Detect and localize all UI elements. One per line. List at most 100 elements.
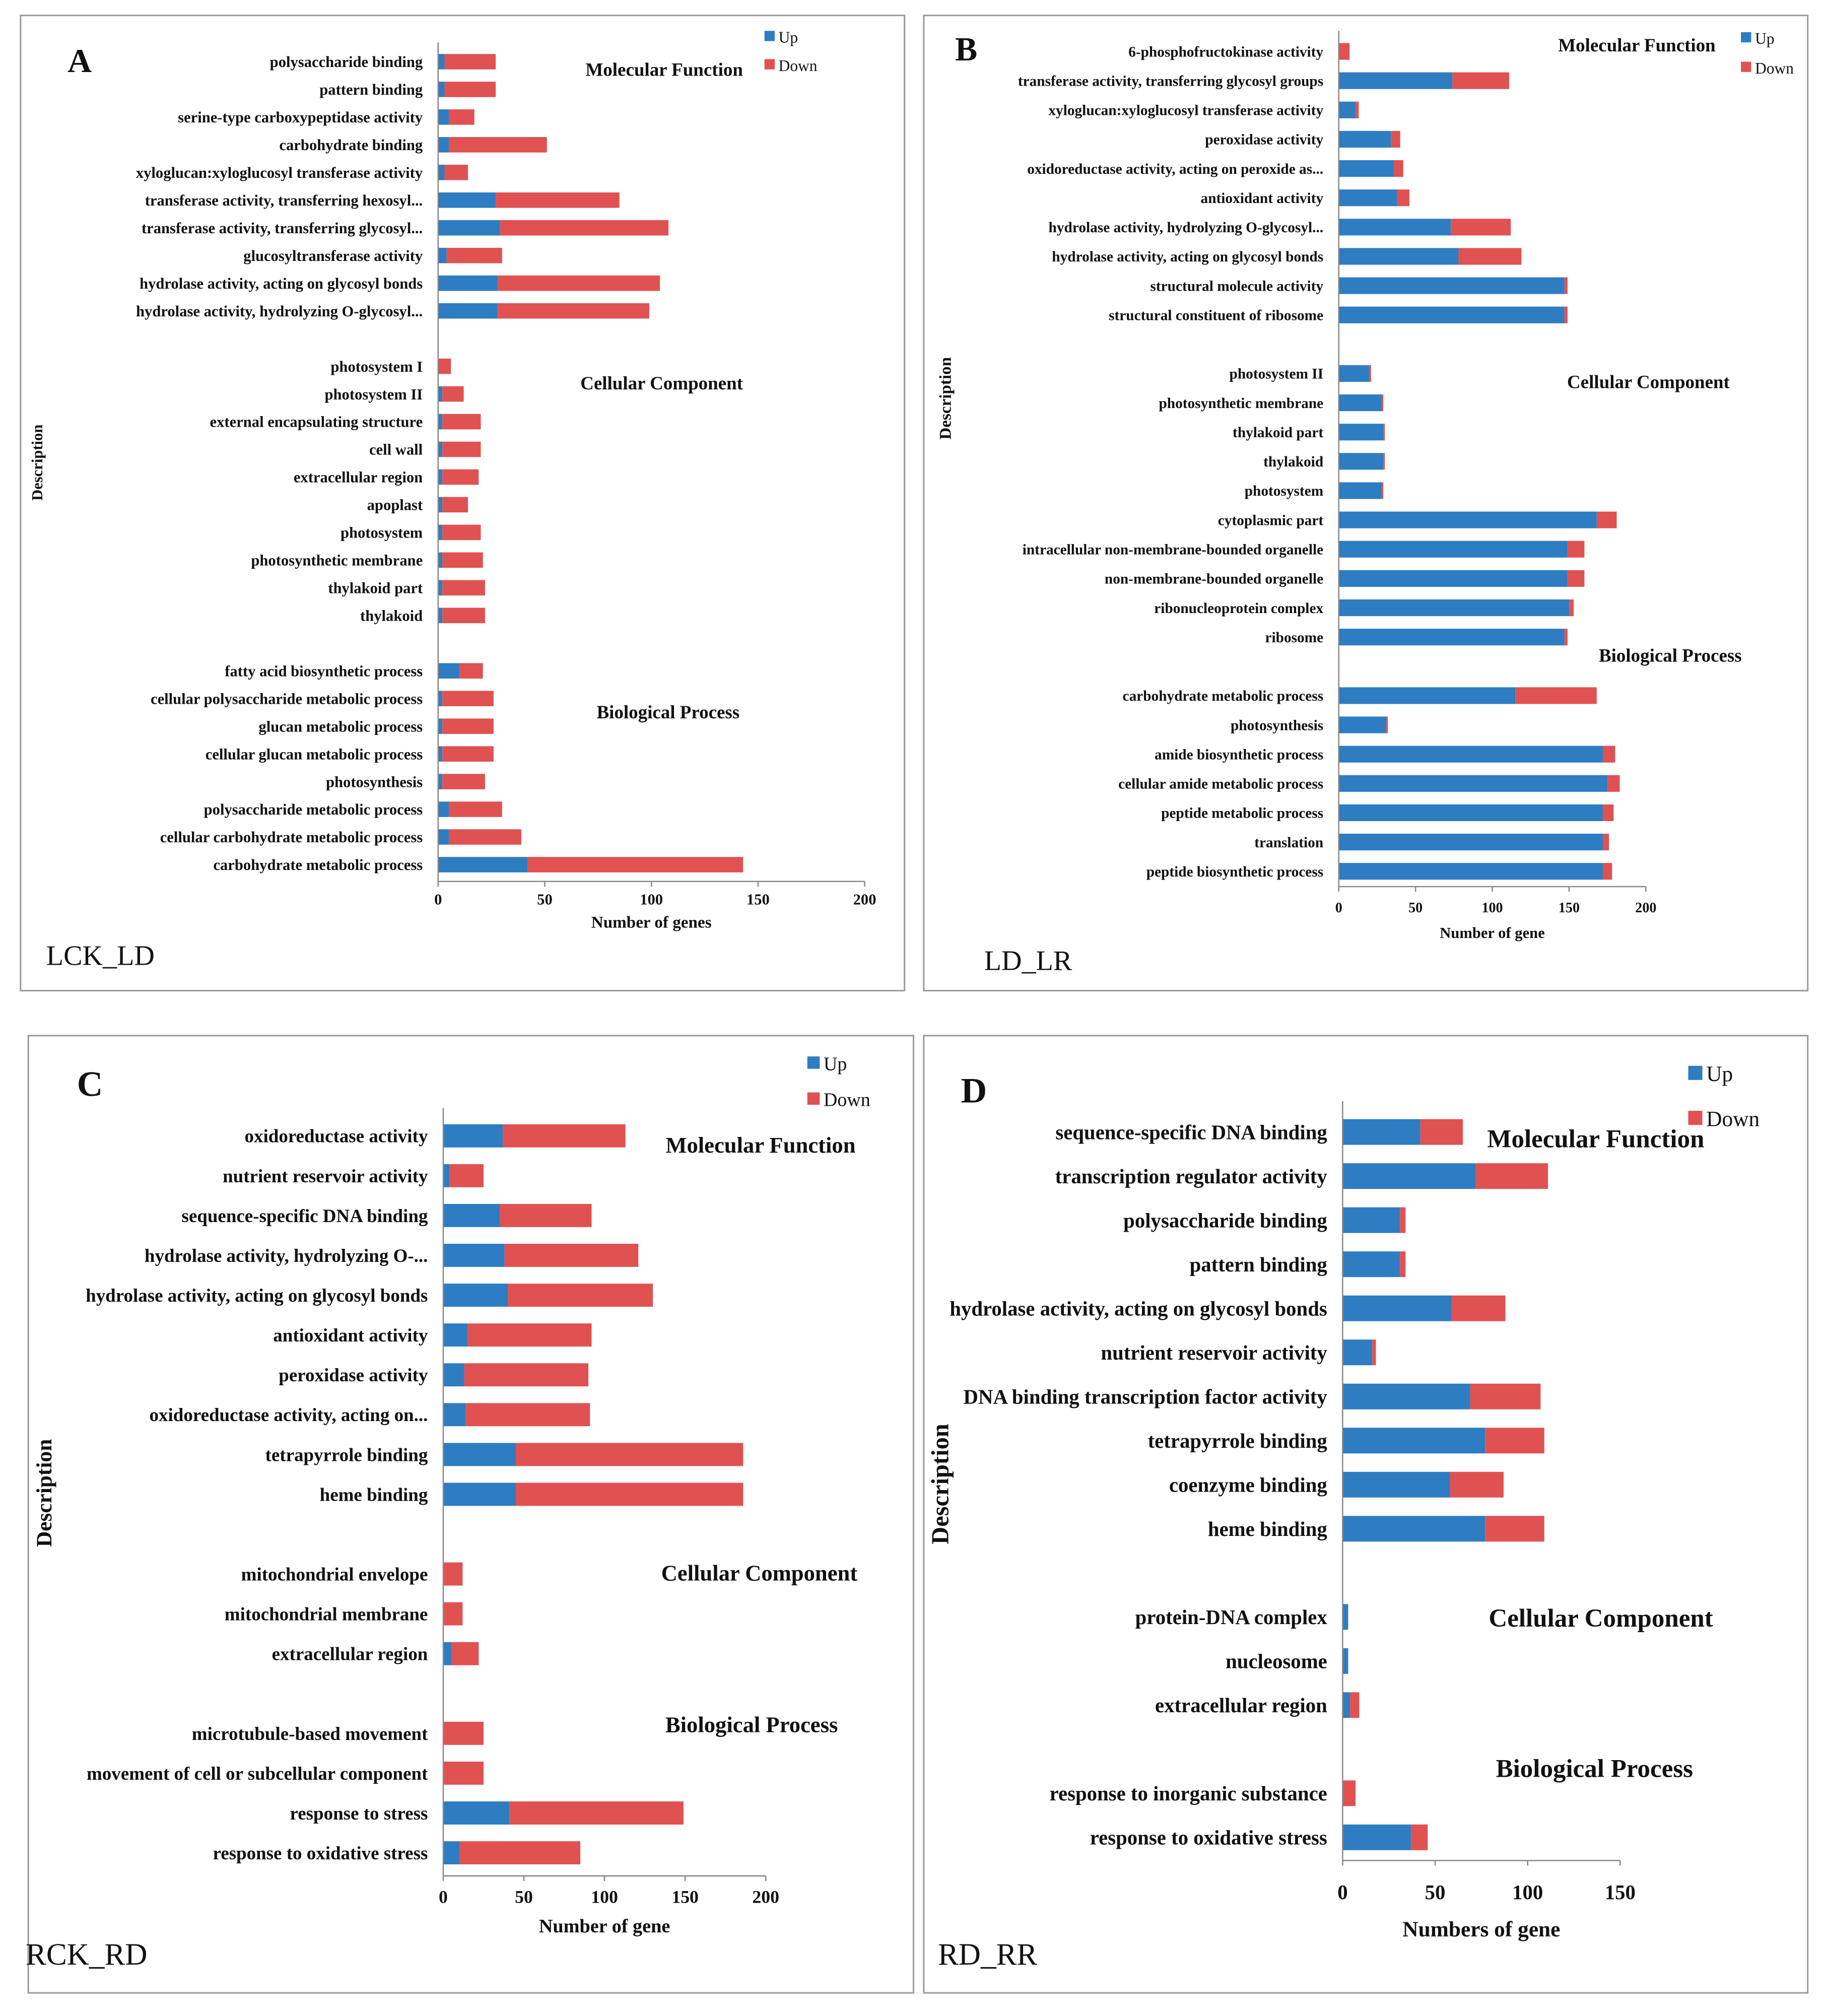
bar-up (1338, 160, 1394, 177)
bar-row: cellular glucan metabolic process (206, 746, 494, 763)
bar-up (1342, 1824, 1411, 1850)
group-title: Cellular Component (1488, 1604, 1713, 1633)
bar-up (438, 303, 498, 319)
bar-down (448, 137, 547, 153)
bar-up (438, 469, 443, 485)
bar-down (1603, 746, 1615, 763)
bar-up (1338, 101, 1356, 118)
bar-up (443, 1801, 510, 1825)
bar-up (443, 1323, 467, 1347)
panel-a: Molecular Function polysaccharide binding… (20, 15, 906, 992)
category-label: oxidoreductase activity (245, 1126, 428, 1147)
bar-down (1452, 1295, 1506, 1321)
panel-frame (923, 15, 1809, 992)
bar-down (527, 857, 743, 872)
x-tick-label: 0 (1337, 1881, 1347, 1904)
category-label: peptide biosynthetic process (1146, 864, 1323, 880)
group-title: Molecular Function (665, 1132, 855, 1158)
bar-down (1567, 570, 1585, 587)
bar-down (516, 1483, 743, 1506)
bar-down (464, 1363, 589, 1387)
group-title: Cellular Component (661, 1560, 858, 1585)
category-label: hydrolase activity, acting on glycosyl b… (140, 275, 423, 292)
bar-down (459, 663, 483, 679)
legend-up-label: Up (1706, 1062, 1733, 1086)
bar-down (442, 774, 485, 789)
category-label: polysaccharide binding (270, 53, 423, 71)
bar-row: oxidoreductase activity (245, 1124, 626, 1148)
category-label: thylakoid part (1233, 425, 1323, 441)
bar-down (443, 1562, 463, 1586)
bar-up (438, 857, 528, 872)
bar-up (443, 1124, 503, 1148)
bar-up (443, 1642, 451, 1665)
panel-frame (27, 1035, 915, 1994)
category-label: oxidoreductase activity, acting on... (150, 1404, 428, 1425)
bar-down (503, 1124, 626, 1148)
group-title: Molecular Function (1487, 1125, 1704, 1154)
bar-down (442, 386, 464, 402)
bar-row: amide biosynthetic process (1155, 746, 1615, 763)
bar-row: protein-DNA complex (1135, 1604, 1348, 1630)
legend-up-swatch (1741, 32, 1751, 43)
category-label: response to oxidative stress (1090, 1827, 1327, 1849)
bar-up (443, 1403, 466, 1427)
legend-down-swatch (807, 1092, 820, 1105)
bar-up (1342, 1119, 1420, 1145)
bar-row: antioxidant activity (273, 1323, 592, 1347)
category-label: hydrolase activity, hydrolyzing O-glycos… (1049, 220, 1324, 236)
bar-down (442, 414, 481, 430)
group-title: Cellular Component (580, 373, 743, 393)
bar-down (509, 1801, 684, 1825)
category-label: protein-DNA complex (1135, 1606, 1328, 1629)
bar-down (498, 275, 660, 291)
category-label: intracellular non-membrane-bounded organ… (1023, 542, 1323, 558)
x-tick-label: 50 (537, 891, 553, 908)
bar-down (1564, 629, 1568, 646)
bar-up (1338, 306, 1565, 323)
group-title: Biological Process (596, 702, 739, 722)
bar-down (1458, 248, 1522, 265)
category-label: 6-phosphofructokinase activity (1128, 44, 1323, 60)
bar-row: movement of cell or subcellular componen… (87, 1761, 484, 1785)
category-label: hydrolase activity, acting on glycosyl b… (1052, 249, 1323, 265)
bar-up (1338, 72, 1453, 89)
bar-down (1450, 1471, 1504, 1498)
bar-down (1485, 1428, 1544, 1454)
bar-down (1382, 482, 1384, 499)
bar-down (1383, 424, 1385, 441)
category-label: photosystem II (325, 386, 423, 403)
bar-row: photosynthesis (326, 773, 485, 790)
bar-down (459, 1841, 581, 1864)
category-label: antioxidant activity (273, 1325, 428, 1346)
bar-down (508, 1284, 653, 1307)
bar-row: translation (1254, 833, 1609, 851)
x-tick-label: 50 (1425, 1881, 1446, 1904)
bar-row: photosystem II (1230, 365, 1371, 382)
category-label: amide biosynthetic process (1155, 747, 1323, 763)
panel-letter: C (77, 1064, 103, 1104)
bar-row: polysaccharide binding (270, 53, 496, 71)
bar-row: hydrolase activity, acting on glycosyl b… (1052, 248, 1522, 265)
category-label: cellular glucan metabolic process (206, 746, 423, 763)
bar-row: photosynthetic membrane (1159, 394, 1384, 412)
bar-row: nucleosome (1226, 1648, 1348, 1674)
bar-up (438, 137, 449, 153)
x-tick-label: 0 (1335, 900, 1342, 916)
bar-row: oxidoreductase activity, acting on... (150, 1403, 590, 1427)
bar-up (443, 1244, 505, 1267)
category-label: polysaccharide binding (1123, 1209, 1327, 1232)
category-label: response to stress (290, 1803, 428, 1824)
category-label: sequence-specific DNA binding (1055, 1121, 1327, 1144)
bar-down (1383, 453, 1385, 470)
bar-up (1338, 599, 1569, 617)
bar-down (448, 829, 521, 845)
bar-up (438, 746, 443, 762)
bar-down (1394, 160, 1403, 177)
bar-up (1338, 365, 1370, 382)
bar-row: carbohydrate metabolic process (1123, 687, 1597, 704)
bar-down (504, 1244, 639, 1267)
category-label: cellular polysaccharide metabolic proces… (151, 690, 423, 707)
bar-down (1603, 804, 1614, 821)
category-label: extracellular region (1155, 1694, 1327, 1717)
